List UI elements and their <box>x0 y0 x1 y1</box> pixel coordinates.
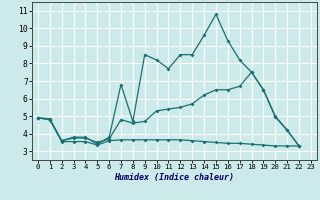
X-axis label: Humidex (Indice chaleur): Humidex (Indice chaleur) <box>115 173 234 182</box>
